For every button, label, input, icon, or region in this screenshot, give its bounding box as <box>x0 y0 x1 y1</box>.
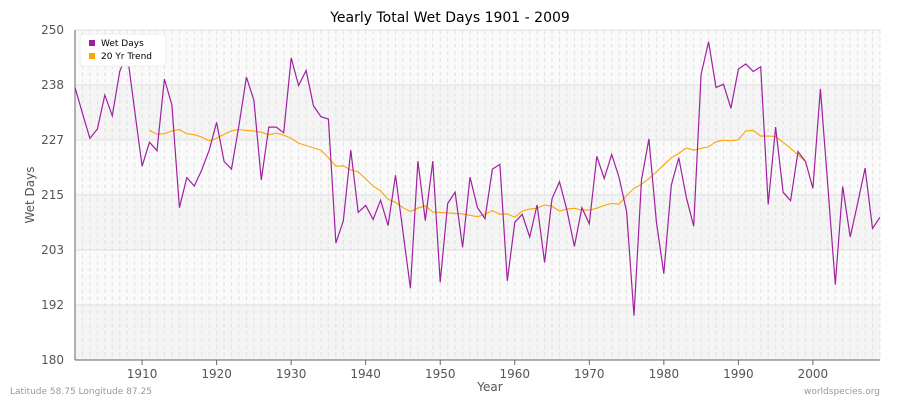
source-label: worldspecies.org <box>804 387 880 397</box>
y-tick-label: 227 <box>41 133 64 147</box>
x-tick-label: 1990 <box>723 367 754 381</box>
y-axis-label: Wet Days <box>23 166 37 223</box>
x-tick-label: 1950 <box>425 367 456 381</box>
y-tick-label: 250 <box>41 23 64 37</box>
legend-swatch-trend <box>89 53 95 59</box>
legend: Wet Days 20 Yr Trend <box>79 33 167 67</box>
legend-label-trend: 20 Yr Trend <box>101 52 152 62</box>
x-tick-label: 1920 <box>201 367 232 381</box>
x-tick-label: 1930 <box>276 367 307 381</box>
x-tick-label: 2000 <box>798 367 829 381</box>
x-tick-label: 1910 <box>127 367 158 381</box>
y-tick-label: 192 <box>41 298 64 312</box>
y-tick-label: 238 <box>41 78 64 92</box>
legend-swatch-wet-days <box>89 40 95 46</box>
legend-box <box>79 33 167 67</box>
series-lines <box>74 41 881 316</box>
y-tick-labels: 180 192 203 215 227 238 250 <box>41 23 64 367</box>
x-tick-label: 1940 <box>350 367 381 381</box>
legend-label-wet-days: Wet Days <box>101 39 144 49</box>
location-label: Latitude 58.75 Longitude 87.25 <box>10 387 152 397</box>
wet-days-line <box>74 41 881 316</box>
x-tick-label: 1970 <box>574 367 605 381</box>
trend-line <box>149 128 806 218</box>
y-tick-label: 215 <box>41 188 64 202</box>
x-tick-label: 1980 <box>649 367 680 381</box>
x-tick-label: 1960 <box>499 367 530 381</box>
x-tick-labels: 1910 1920 1930 1940 1950 1960 1970 1980 1990 2000 <box>127 360 828 381</box>
y-tick-label: 180 <box>41 353 64 367</box>
chart-title: Yearly Total Wet Days 1901 - 2009 <box>329 10 570 26</box>
horizontal-gridlines <box>75 29 880 361</box>
x-axis-label: Year <box>476 380 502 394</box>
y-tick-label: 203 <box>41 243 64 257</box>
